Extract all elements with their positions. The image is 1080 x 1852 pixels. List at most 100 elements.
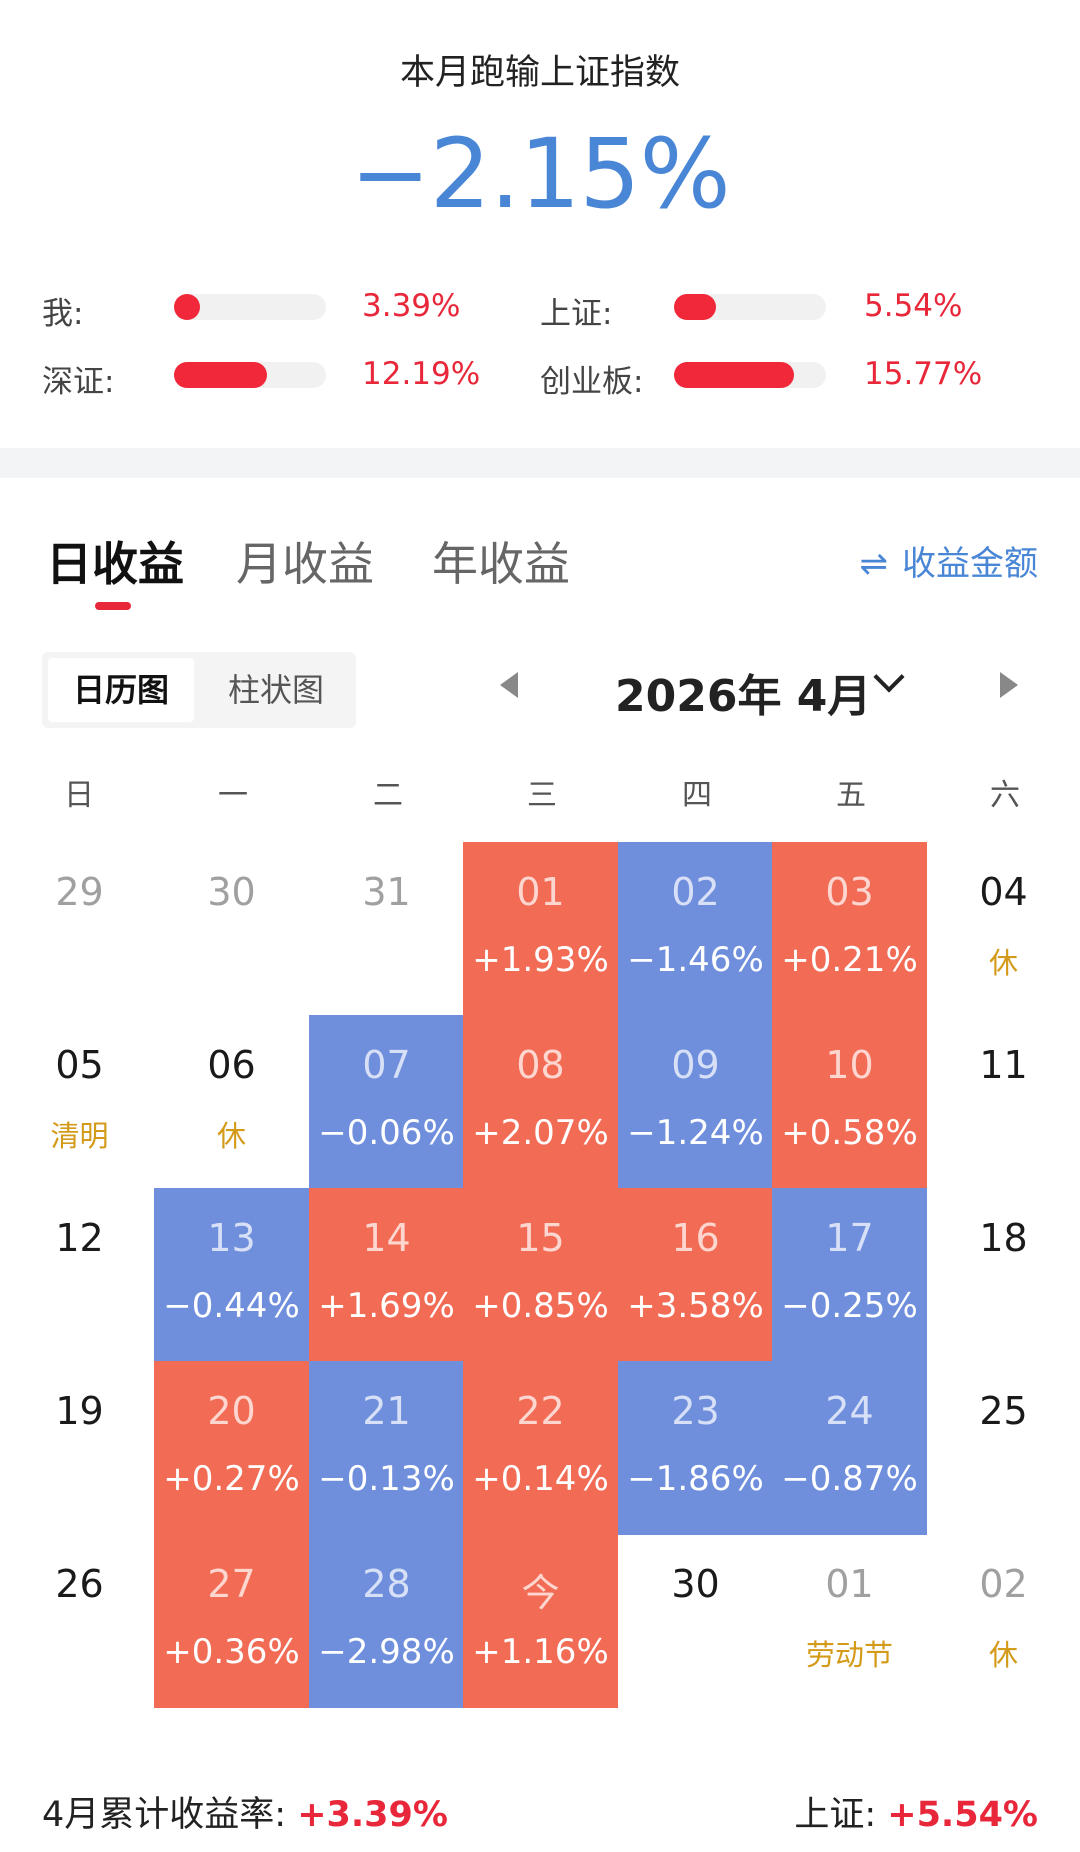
- bar-view-button[interactable]: 柱状图: [227, 671, 324, 709]
- calendar-day-cell[interactable]: 02 −1.46%: [618, 842, 773, 1016]
- tab-monthly-returns[interactable]: 月收益: [236, 537, 374, 591]
- next-month-icon[interactable]: [1000, 672, 1018, 698]
- calendar-day-cell[interactable]: 31: [309, 842, 464, 1016]
- comparison-value: 12.19%: [362, 356, 481, 392]
- calendar-day-cell[interactable]: 28 −2.98%: [309, 1534, 464, 1708]
- day-return: +1.69%: [318, 1286, 455, 1326]
- day-number: 今: [521, 1571, 560, 1615]
- calendar-day-cell[interactable]: 02 休: [926, 1534, 1080, 1708]
- calendar-day-cell[interactable]: 09 −1.24%: [618, 1015, 773, 1189]
- day-return: +0.85%: [472, 1286, 609, 1326]
- day-return: +0.58%: [781, 1113, 918, 1153]
- day-return: +3.58%: [627, 1286, 764, 1326]
- day-number: 09: [671, 1043, 720, 1087]
- chevron-down-icon[interactable]: [873, 661, 905, 693]
- comparison-value: 5.54%: [864, 288, 963, 324]
- day-number: 30: [671, 1562, 720, 1606]
- day-number: 01: [825, 1562, 874, 1606]
- calendar-day-cell[interactable]: 18: [926, 1188, 1080, 1362]
- calendar-day-cell[interactable]: 26: [2, 1534, 157, 1708]
- day-number: 07: [362, 1043, 411, 1087]
- day-number: 02: [671, 870, 720, 914]
- calendar-day-cell[interactable]: 01 劳动节: [772, 1534, 927, 1708]
- weekday-label: 三: [527, 778, 557, 813]
- prev-month-icon[interactable]: [500, 672, 518, 698]
- calendar-day-cell[interactable]: 20 +0.27%: [154, 1361, 309, 1535]
- cumulative-return-label: 4月累计收益率:: [42, 1795, 287, 1835]
- holiday-label: 休: [988, 946, 1018, 980]
- month-selector-label[interactable]: 2026年 4月: [615, 671, 872, 722]
- day-return: −0.87%: [781, 1459, 918, 1499]
- holiday-label: 清明: [50, 1119, 109, 1153]
- calendar-day-cell[interactable]: 15 +0.85%: [463, 1188, 618, 1362]
- calendar-day-cell[interactable]: 06 休: [154, 1015, 309, 1189]
- swap-icon: ⇌: [859, 544, 889, 584]
- amount-toggle-button[interactable]: ⇌ 收益金额: [860, 536, 1039, 585]
- calendar-view-button[interactable]: 日历图: [48, 658, 194, 722]
- calendar-day-cell[interactable]: 30: [154, 842, 309, 1016]
- calendar-day-cell[interactable]: 12: [2, 1188, 157, 1362]
- day-number: 20: [207, 1389, 256, 1433]
- day-number: 26: [55, 1562, 104, 1606]
- comparison-label: 创业板:: [540, 364, 644, 400]
- day-return: −1.86%: [627, 1459, 764, 1499]
- calendar-day-cell[interactable]: 08 +2.07%: [463, 1015, 618, 1189]
- day-number: 19: [55, 1389, 104, 1433]
- day-number: 29: [55, 870, 104, 914]
- calendar-day-cell[interactable]: 23 −1.86%: [618, 1361, 773, 1535]
- day-return: +1.93%: [472, 940, 609, 980]
- calendar-day-cell[interactable]: 03 +0.21%: [772, 842, 927, 1016]
- day-number: 28: [362, 1562, 411, 1606]
- day-number: 01: [516, 870, 565, 914]
- calendar-day-cell[interactable]: 14 +1.69%: [309, 1188, 464, 1362]
- comparison-bar: [674, 294, 716, 320]
- comparison-value: 15.77%: [864, 356, 983, 392]
- tab-daily-returns[interactable]: 日收益: [46, 537, 184, 591]
- calendar-day-cell[interactable]: 10 +0.58%: [772, 1015, 927, 1189]
- day-return: −0.44%: [163, 1286, 300, 1326]
- calendar-day-cell[interactable]: 25: [926, 1361, 1080, 1535]
- day-return: +0.27%: [163, 1459, 300, 1499]
- weekday-label: 二: [373, 778, 403, 813]
- comparison-value: 3.39%: [362, 288, 461, 324]
- day-return: +2.07%: [472, 1113, 609, 1153]
- cumulative-return: 4月累计收益率: +3.39%: [42, 1786, 448, 1837]
- day-number: 16: [671, 1216, 720, 1260]
- calendar-day-cell[interactable]: 29: [2, 842, 157, 1016]
- day-number: 03: [825, 870, 874, 914]
- day-return: −0.06%: [318, 1113, 455, 1153]
- calendar-day-cell[interactable]: 17 −0.25%: [772, 1188, 927, 1362]
- calendar-day-cell[interactable]: 24 −0.87%: [772, 1361, 927, 1535]
- calendar-day-cell[interactable]: 27 +0.36%: [154, 1534, 309, 1708]
- day-number: 21: [362, 1389, 411, 1433]
- weekday-label: 日: [64, 778, 94, 813]
- calendar-day-cell[interactable]: 04 休: [926, 842, 1080, 1016]
- calendar-day-cell[interactable]: 今 +1.16%: [463, 1534, 618, 1708]
- comparison-label: 我:: [42, 296, 84, 332]
- calendar-day-cell[interactable]: 22 +0.14%: [463, 1361, 618, 1535]
- holiday-label: 劳动节: [805, 1638, 893, 1672]
- summary-value: −2.15%: [350, 118, 730, 230]
- calendar-day-cell[interactable]: 05 清明: [2, 1015, 157, 1189]
- day-return: +1.16%: [472, 1632, 609, 1672]
- calendar-day-cell[interactable]: 01 +1.93%: [463, 842, 618, 1016]
- holiday-label: 休: [216, 1119, 246, 1153]
- day-number: 24: [825, 1389, 874, 1433]
- calendar-day-cell[interactable]: 30: [618, 1534, 773, 1708]
- day-return: +0.36%: [163, 1632, 300, 1672]
- calendar-day-cell[interactable]: 07 −0.06%: [309, 1015, 464, 1189]
- calendar-day-cell[interactable]: 13 −0.44%: [154, 1188, 309, 1362]
- comparison-track: [674, 362, 826, 388]
- day-number: 13: [207, 1216, 256, 1260]
- calendar-day-cell[interactable]: 11: [926, 1015, 1080, 1189]
- day-number: 25: [979, 1389, 1028, 1433]
- index-return-value: +5.54%: [887, 1795, 1038, 1835]
- day-number: 15: [516, 1216, 565, 1260]
- calendar-day-cell[interactable]: 16 +3.58%: [618, 1188, 773, 1362]
- calendar-day-cell[interactable]: 21 −0.13%: [309, 1361, 464, 1535]
- tab-yearly-returns[interactable]: 年收益: [432, 537, 570, 591]
- weekday-label: 五: [836, 778, 866, 813]
- comparison-bar: [174, 362, 267, 388]
- calendar-day-cell[interactable]: 19: [2, 1361, 157, 1535]
- comparison-mine: 我: 3.39%: [42, 282, 482, 332]
